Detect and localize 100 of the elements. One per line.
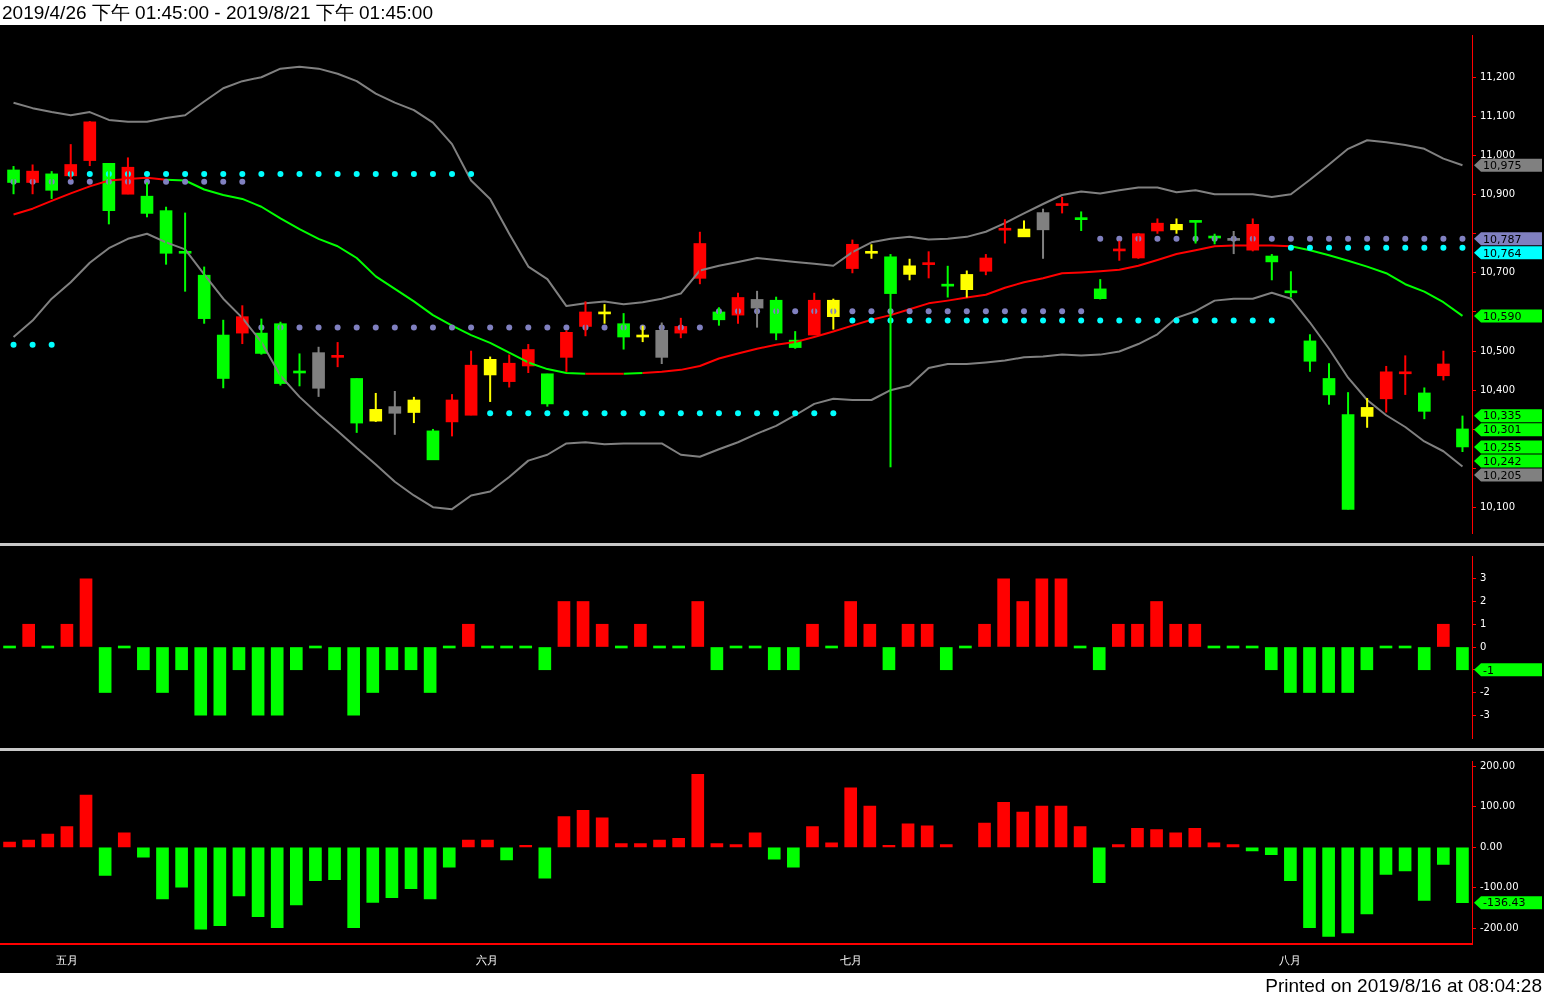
candlestick (1398, 354, 1412, 396)
bar (404, 847, 418, 890)
x-tick-label: 六月 (476, 954, 499, 968)
bar (423, 647, 437, 693)
bar (366, 647, 380, 693)
bar (1417, 647, 1431, 671)
bar (1456, 847, 1469, 903)
bar (60, 826, 74, 848)
y-tick-label: 10,500 (1480, 344, 1515, 356)
bar (939, 844, 953, 848)
bar (863, 623, 877, 647)
y-tick-label: -200.00 (1480, 921, 1519, 933)
bar (844, 787, 858, 848)
bar (1284, 847, 1297, 881)
bar (194, 847, 208, 930)
bar (710, 647, 724, 671)
bar (1360, 847, 1374, 915)
bar (978, 822, 991, 848)
text: 10,590 (1483, 309, 1522, 323)
text: 10,242 (1483, 454, 1522, 468)
x-tick-label: 七月 (839, 954, 862, 968)
x-tick-label: 五月 (55, 954, 78, 968)
bar (309, 847, 322, 881)
bar (251, 647, 265, 716)
bar (462, 623, 475, 647)
bar (576, 810, 590, 848)
bar (385, 847, 399, 898)
y-tick-label: 10,400 (1480, 383, 1515, 395)
y-tick-label: 3 (1480, 572, 1487, 584)
bar (500, 847, 513, 861)
x-tick-label: 八月 (1279, 954, 1302, 968)
text: 10,975 (1483, 159, 1522, 173)
bar (519, 845, 533, 848)
bar (1112, 623, 1125, 647)
bar (213, 847, 227, 926)
bar (22, 623, 36, 647)
bar (175, 847, 188, 888)
bar (978, 623, 991, 647)
bar (844, 601, 858, 647)
bar (213, 647, 227, 716)
y-tick-label: -3 (1480, 708, 1490, 720)
candlestick (903, 257, 916, 282)
bar (1303, 847, 1316, 928)
bar (1035, 805, 1049, 848)
bar (1379, 847, 1393, 875)
y-tick-label: -100.00 (1480, 881, 1519, 893)
chart-title: 2019/4/26 下午 01:45:00 - 2019/8/21 下午 01:45:00 (0, 0, 1544, 25)
bar (1112, 844, 1125, 848)
bar (1054, 578, 1068, 647)
bar (79, 794, 93, 848)
bar (1035, 578, 1049, 647)
bar (328, 647, 341, 671)
bar (691, 774, 705, 848)
y-tick-label: 11,200 (1480, 70, 1515, 82)
bar (366, 847, 380, 903)
y-tick-label: 1 (1480, 617, 1487, 629)
bar (691, 601, 705, 647)
text: 10,764 (1483, 246, 1522, 260)
bar (232, 847, 246, 897)
text: -1 (1483, 663, 1494, 677)
bar (1188, 827, 1202, 848)
y-tick-label: 11,100 (1480, 109, 1515, 121)
bar (538, 647, 552, 671)
text: 10,787 (1483, 232, 1522, 246)
bar (1398, 847, 1412, 872)
bar (787, 847, 800, 868)
bar (1016, 601, 1030, 647)
bar (137, 847, 150, 858)
bar (1437, 623, 1450, 647)
bar (863, 805, 877, 848)
bar (270, 647, 284, 716)
bar (79, 578, 93, 647)
bar (41, 833, 55, 848)
bar (557, 601, 571, 647)
bar (710, 843, 724, 848)
bar (1341, 847, 1355, 934)
bar (901, 623, 915, 647)
y-tick-label: 100.00 (1480, 800, 1515, 812)
bar (1341, 647, 1355, 693)
bar (576, 601, 590, 647)
bar (194, 647, 208, 716)
bar (442, 847, 456, 868)
y-tick-label: 10,700 (1480, 266, 1515, 278)
bar (997, 802, 1010, 848)
bar (232, 647, 246, 671)
bar (748, 832, 762, 848)
bar (825, 842, 838, 848)
bar (1417, 847, 1431, 901)
candlestick (922, 250, 935, 280)
bar (289, 647, 303, 671)
bar (538, 847, 552, 879)
bar (270, 847, 284, 928)
bar (404, 647, 418, 671)
bar (1322, 647, 1335, 693)
bar (767, 647, 781, 671)
bar (1073, 826, 1087, 848)
bar (1284, 647, 1297, 693)
bar (1150, 601, 1163, 647)
bar (156, 647, 169, 693)
bar (1150, 829, 1163, 848)
